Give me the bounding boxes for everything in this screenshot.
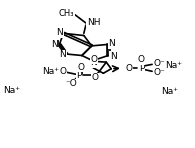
Text: N: N — [56, 28, 62, 37]
Text: ⁻O: ⁻O — [65, 79, 77, 88]
Text: N: N — [90, 58, 97, 67]
Text: O⁻: O⁻ — [153, 68, 165, 77]
Text: Na⁺: Na⁺ — [3, 86, 20, 95]
Text: O: O — [138, 56, 145, 64]
Text: N: N — [59, 51, 66, 60]
Text: N: N — [90, 58, 97, 67]
Text: O: O — [91, 73, 98, 82]
Text: N: N — [59, 50, 66, 59]
Text: N: N — [108, 39, 115, 48]
Text: O: O — [90, 55, 97, 64]
Text: Na⁺: Na⁺ — [42, 67, 59, 76]
Text: NH: NH — [87, 18, 100, 27]
Text: N: N — [52, 40, 58, 49]
Text: N: N — [51, 40, 57, 49]
Text: N: N — [110, 52, 116, 61]
Text: P: P — [76, 71, 82, 80]
Text: P: P — [139, 64, 144, 73]
Text: Na⁺: Na⁺ — [165, 61, 182, 70]
Text: N: N — [108, 40, 115, 48]
Text: Na⁺: Na⁺ — [161, 87, 178, 96]
Text: CH₃: CH₃ — [59, 9, 74, 18]
Text: N: N — [57, 29, 63, 38]
Text: O⁻: O⁻ — [153, 59, 165, 68]
Text: O: O — [60, 67, 67, 76]
Text: O: O — [126, 64, 133, 73]
Text: O: O — [78, 63, 85, 72]
